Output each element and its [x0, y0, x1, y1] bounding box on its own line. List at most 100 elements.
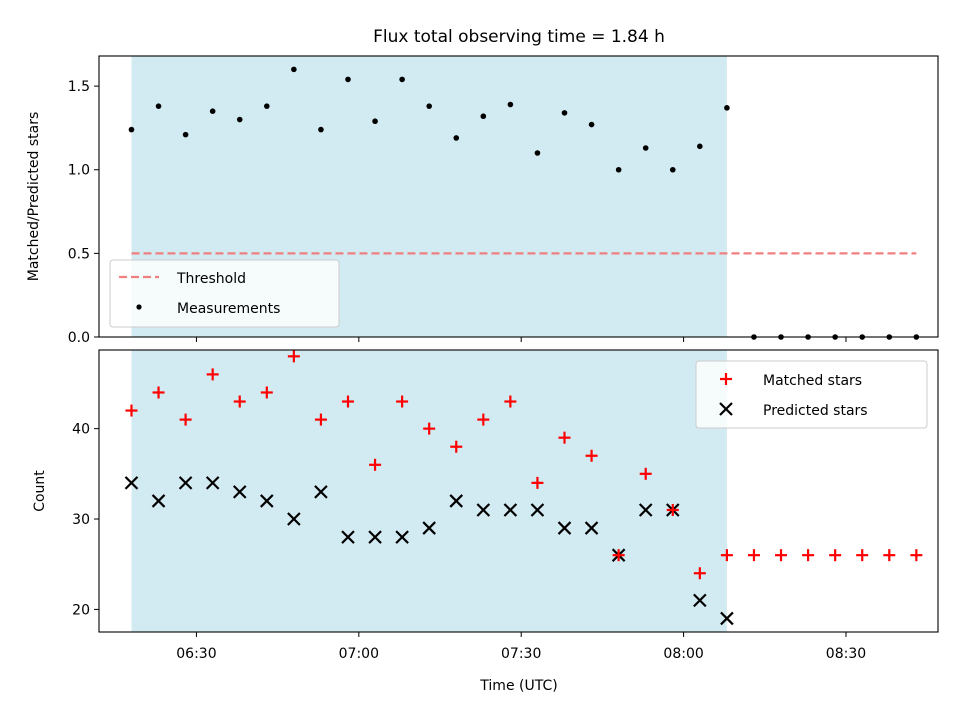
x-tick-label: 08:30: [826, 646, 866, 662]
predicted-star-marker: [422, 521, 436, 535]
top-y-tick-label: 1.5: [68, 79, 90, 95]
bottom-panel: 20 30 40 06:30 07:00 07:30 08:00 08:30 Count T…: [32, 349, 939, 694]
matched-star-marker: [856, 549, 869, 562]
matched-star-marker: [720, 549, 733, 562]
predicted-star-marker: [260, 494, 274, 508]
matched-star-marker: [802, 549, 815, 562]
matched-star-marker: [206, 368, 219, 381]
measurement-point: [534, 150, 541, 156]
bottom-y-axis-label: Count: [32, 470, 48, 512]
matched-star-marker: [639, 467, 652, 480]
threshold-legend-label: Threshold: [176, 271, 246, 287]
measurement-point: [507, 101, 514, 108]
top-y-axis-label: Matched/Predicted stars: [26, 112, 42, 282]
bottom-axes-frame: [98, 349, 939, 633]
matched-star-marker: [314, 413, 327, 426]
predicted-star-marker: [151, 494, 166, 508]
x-tick-label: 06:30: [176, 646, 216, 662]
bottom-y-tick-label: 30: [72, 512, 90, 528]
predicted-star-marker: [314, 485, 328, 499]
predicted-star-marker: [341, 530, 355, 544]
predicted-star-marker: [124, 476, 139, 490]
measurement-point: [615, 166, 622, 173]
predicted-star-marker: [693, 593, 707, 608]
top-legend-box: [109, 259, 340, 328]
measurement-point: [453, 135, 460, 141]
top-legend: Threshold Measurements: [109, 259, 340, 328]
observing-window-bottom: [131, 350, 727, 632]
measurement-point: [291, 66, 297, 73]
x-tick-label: 07:30: [501, 646, 541, 662]
matched-star-marker: [260, 386, 273, 399]
measurement-point: [128, 126, 135, 133]
top-y-ticks: 0.0 0.5 1.0 1.5: [68, 79, 99, 346]
predicted-star-marker: [395, 530, 409, 544]
matched-star-marker: [612, 549, 625, 562]
bottom-legend-box: [695, 360, 928, 429]
matched-star-marker: [233, 395, 246, 408]
measurement-point: [399, 76, 405, 83]
measurement-point: [426, 103, 432, 109]
predicted-star-marker: [638, 503, 653, 517]
bottom-x-ticks: 06:30 07:00 07:30 08:00 08:30: [176, 632, 866, 662]
bottom-y-tick-label: 40: [72, 422, 90, 438]
top-axes-frame: [98, 55, 939, 338]
top-x-ticks: [195, 337, 847, 342]
predicted-legend-label: Predicted stars: [763, 403, 868, 419]
bottom-y-ticks: 20 30 40: [72, 422, 99, 618]
matched-star-marker: [423, 422, 436, 435]
predicted-star-marker: [287, 512, 301, 526]
measurement-points: [128, 66, 920, 340]
predicted-star-marker: [557, 521, 572, 535]
matched-stars-points: [125, 350, 923, 580]
matched-legend-swatch: [720, 373, 732, 385]
measurement-point: [697, 143, 703, 150]
chart-title: Flux total observing time = 1.84 h: [373, 27, 665, 47]
predicted-star-marker: [368, 530, 382, 544]
measurement-point: [588, 121, 595, 128]
predicted-star-marker: [503, 503, 518, 517]
x-axis-label: Time (UTC): [479, 678, 557, 694]
matched-star-marker: [152, 386, 165, 399]
measurement-point: [209, 108, 216, 114]
matched-star-marker: [450, 440, 463, 453]
matched-star-marker: [531, 476, 544, 489]
predicted-star-marker: [449, 494, 464, 508]
matched-star-marker: [396, 395, 409, 408]
bottom-y-tick-label: 20: [72, 602, 90, 618]
measurement-point: [480, 113, 487, 120]
measurement-point: [642, 145, 649, 151]
measurement-point: [318, 126, 324, 133]
measurements-legend-swatch: [136, 304, 142, 310]
top-panel: 0.0 0.5 1.0 1.5 Matched/Predicted stars Thr…: [26, 55, 939, 346]
matched-star-marker: [883, 549, 896, 562]
predicted-legend-swatch: [719, 402, 733, 416]
matched-star-marker: [829, 549, 842, 562]
matched-star-marker: [910, 549, 923, 562]
matched-star-marker: [585, 449, 598, 462]
matched-star-marker: [477, 413, 490, 426]
matched-star-marker: [125, 404, 138, 417]
matched-star-marker: [341, 395, 354, 408]
measurement-point: [561, 110, 568, 116]
predicted-star-marker: [530, 503, 545, 517]
matched-star-marker: [693, 567, 706, 580]
measurement-point: [264, 103, 270, 109]
measurement-point: [345, 76, 351, 83]
measurements-legend-label: Measurements: [177, 301, 280, 317]
x-tick-label: 08:00: [663, 646, 703, 662]
matched-star-marker: [558, 431, 571, 444]
top-y-tick-label: 0.5: [68, 246, 90, 262]
matched-star-marker: [747, 549, 760, 562]
bottom-legend: Matched stars Predicted stars: [695, 360, 928, 429]
top-y-tick-label: 0.0: [68, 330, 90, 346]
predicted-star-marker: [178, 476, 193, 490]
matched-star-marker: [369, 458, 382, 471]
top-y-tick-label: 1.0: [68, 163, 90, 179]
measurement-point: [236, 116, 243, 123]
measurement-point: [182, 131, 189, 138]
matched-star-marker: [775, 549, 788, 562]
matched-star-marker: [179, 413, 192, 426]
x-tick-label: 07:00: [339, 646, 379, 662]
predicted-star-marker: [476, 503, 491, 517]
